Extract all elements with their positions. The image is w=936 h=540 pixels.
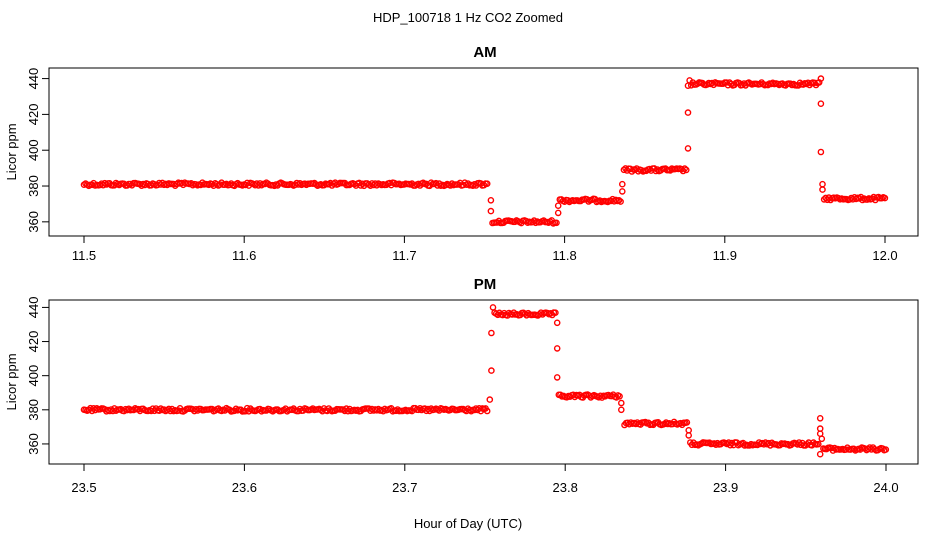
am-x-tick-label: 12.0 (872, 248, 897, 263)
pm-transition-point (486, 396, 494, 403)
pm-y-axis-label: Licor ppm (4, 353, 19, 410)
am-transition-point (686, 77, 693, 84)
am-data-points (80, 75, 889, 227)
am-transition-point (619, 188, 626, 195)
pm-x-tick-label: 23.6 (232, 480, 257, 495)
am-panel: AM Licor ppm 11.5 11.6 11.7 11.8 11.9 12.0 36… (4, 44, 919, 263)
am-data-point (617, 198, 624, 205)
am-transition-point (817, 148, 825, 156)
am-x-tick-label: 11.8 (552, 248, 576, 263)
am-y-tick-label: 380 (26, 175, 41, 197)
am-data-point (553, 219, 560, 227)
am-transition-point (487, 207, 495, 215)
am-x-tick-label: 11.6 (232, 248, 256, 263)
x-axis-label: Hour of Day (UTC) (414, 516, 522, 531)
pm-y-tick-label: 420 (26, 331, 41, 353)
pm-transition-point (553, 374, 561, 381)
pm-transition-point (618, 406, 625, 414)
pm-x-tick-label: 24.0 (873, 480, 898, 495)
pm-transition-point (553, 345, 561, 352)
pm-data-point (879, 445, 886, 452)
pm-data-point (472, 405, 480, 412)
am-plot-frame (48, 67, 919, 237)
pm-y-axis: 360 380 400 420 440 (26, 297, 49, 455)
am-data-point (483, 180, 491, 187)
pm-x-axis: 23.5 23.6 23.7 23.8 23.9 24.0 (71, 464, 899, 495)
pm-x-tick-label: 23.8 (553, 480, 578, 495)
pm-transition-point (816, 414, 824, 422)
pm-data-point (106, 407, 113, 415)
am-y-axis: 360 380 400 420 440 (26, 68, 49, 233)
pm-x-tick-label: 23.5 (71, 480, 96, 495)
pm-x-tick-label: 23.9 (713, 480, 738, 495)
am-y-tick-label: 360 (26, 211, 41, 233)
am-transition-point (819, 180, 826, 188)
pm-y-tick-label: 360 (26, 433, 41, 455)
pm-transition-point (488, 329, 495, 337)
am-transition-point (619, 180, 626, 188)
pm-y-tick-label: 440 (26, 297, 41, 319)
am-transition-point (817, 75, 825, 82)
am-y-axis-label: Licor ppm (4, 123, 19, 180)
am-transition-point (684, 145, 692, 152)
pm-transition-point (816, 450, 824, 458)
pm-panel-title: PM (474, 276, 497, 293)
pm-y-tick-label: 380 (26, 399, 41, 421)
pm-panel: PM Licor ppm 23.5 23.6 23.7 23.8 23.9 24.0 36… (4, 276, 919, 495)
pm-y-tick-label: 400 (26, 365, 41, 387)
am-x-tick-label: 11.7 (392, 248, 416, 263)
am-transition-point (554, 202, 562, 209)
am-data-point (881, 194, 889, 202)
am-y-tick-label: 420 (26, 104, 41, 126)
pm-data-point (683, 419, 691, 426)
figure-title: HDP_100718 1 Hz CO2 Zoomed (373, 10, 563, 25)
pm-data-point (483, 407, 491, 415)
pm-transition-point (685, 432, 693, 439)
am-x-tick-label: 11.5 (72, 248, 96, 263)
am-transition-point (684, 109, 692, 116)
am-data-point (683, 166, 690, 174)
am-transition-point (817, 100, 825, 107)
pm-data-point (616, 392, 623, 400)
pm-transition-point (618, 399, 625, 407)
am-panel-title: AM (473, 44, 496, 61)
am-transition-point (554, 209, 562, 217)
pm-data-point (762, 439, 769, 446)
am-transition-point (487, 196, 495, 204)
am-data-point (480, 181, 488, 189)
pm-data-point (552, 309, 559, 317)
am-y-tick-label: 440 (26, 68, 41, 90)
pm-transition-point (818, 435, 826, 443)
pm-x-tick-label: 23.7 (392, 480, 417, 495)
pm-transition-point (488, 367, 495, 374)
am-transition-point (819, 186, 826, 193)
pm-data-points (80, 304, 890, 458)
am-x-tick-label: 11.9 (713, 248, 737, 263)
pm-data-point (882, 446, 890, 453)
am-x-axis: 11.5 11.6 11.7 11.8 11.9 12.0 (72, 236, 898, 263)
pm-transition-point (489, 304, 497, 311)
pm-transition-point (553, 319, 561, 327)
pm-data-point (815, 440, 822, 448)
pm-plot-frame (48, 299, 919, 465)
am-y-tick-label: 400 (26, 139, 41, 161)
